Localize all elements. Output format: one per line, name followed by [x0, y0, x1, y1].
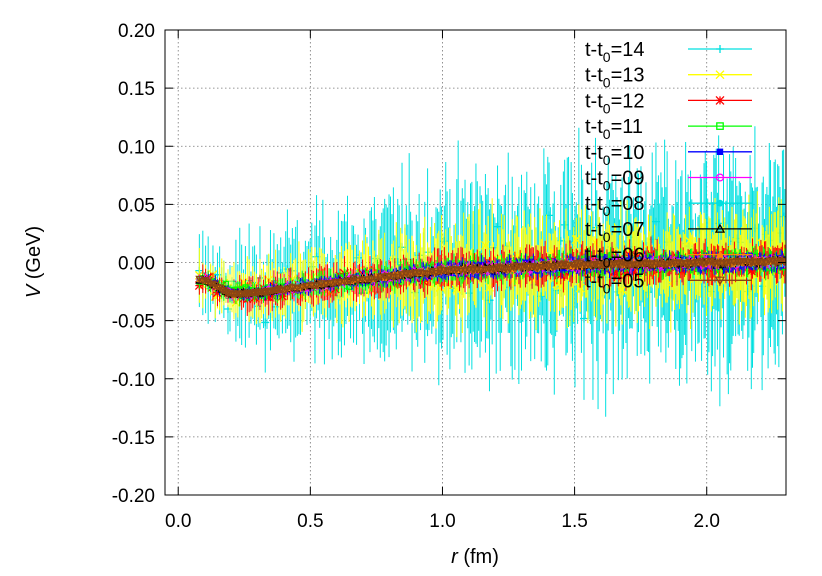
data-point — [287, 274, 297, 284]
data-point — [692, 251, 702, 261]
data-point — [478, 262, 484, 267]
data-point — [746, 266, 756, 276]
data-point — [264, 292, 274, 302]
data-point — [261, 318, 270, 327]
data-point — [579, 314, 588, 323]
data-layer — [194, 126, 786, 417]
data-point — [677, 266, 687, 276]
data-point — [632, 252, 642, 262]
data-point — [267, 291, 277, 301]
data-point — [617, 285, 627, 295]
data-point — [628, 267, 638, 277]
